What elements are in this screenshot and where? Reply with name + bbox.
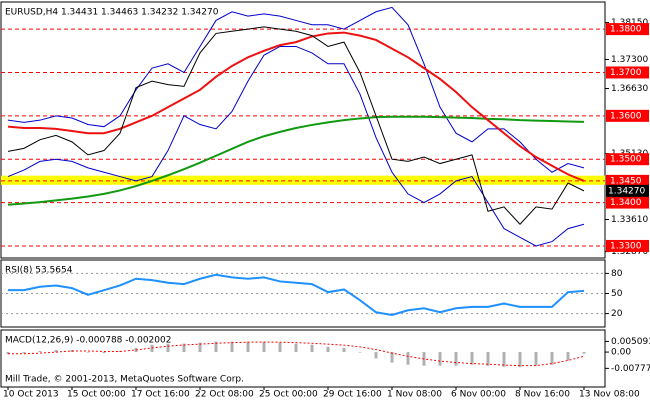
histogram-bar: [86, 352, 90, 353]
histogram-bar: [326, 346, 330, 353]
histogram-bar: [6, 352, 10, 355]
y-tick-label: 0.005093: [611, 337, 650, 347]
x-tick-label: 13 Nov 08:00: [579, 390, 640, 400]
series-line: [7, 45, 585, 247]
series-line: [7, 115, 585, 206]
y-tick-label: 1.38150: [611, 18, 648, 28]
series-line: [8, 341, 585, 367]
histogram-bar: [534, 352, 538, 366]
y-tick-label: -0.007773: [611, 364, 650, 374]
level-label-box: [606, 153, 649, 166]
panel-frame: [0, 1, 606, 259]
x-tick-label: 25 Oct 00:00: [259, 390, 318, 400]
histogram-bar: [214, 341, 218, 353]
histogram-bar: [22, 352, 26, 354]
panel-title: EURUSD,H4 1.34431 1.34463 1.34232 1.3427…: [5, 8, 219, 18]
histogram-bar: [470, 352, 474, 365]
panel-frame: [0, 329, 606, 388]
histogram-bar: [230, 341, 234, 353]
histogram-bar: [182, 343, 186, 353]
level-label-box: [606, 23, 649, 36]
histogram-bar: [358, 352, 362, 353]
histogram-bar: [262, 342, 266, 353]
panel-title: MACD(12,26,9) -0.000788 -0.002002: [5, 336, 171, 346]
histogram-bar: [550, 352, 554, 365]
level-label-box: [606, 196, 649, 209]
series-line: [7, 26, 585, 225]
series-line: [7, 31, 585, 182]
level-label: 1.3500: [610, 155, 642, 165]
level-label-box: [606, 174, 649, 187]
plot-area: [1, 6, 605, 247]
level-label: 1.3600: [610, 111, 642, 121]
x-tick-label: 22 Oct 08:00: [195, 390, 254, 400]
histogram-bar: [518, 352, 522, 368]
histogram-bar: [54, 349, 58, 353]
histogram-bar: [566, 352, 570, 361]
y-tick-label: 1.32870: [611, 247, 648, 257]
x-tick-label: 17 Oct 16:00: [131, 390, 190, 400]
histogram-bar: [198, 342, 202, 353]
y-tick-label: 1.33610: [611, 215, 648, 225]
level-label: 1.3450: [610, 176, 642, 186]
y-tick-label: 80: [611, 269, 623, 279]
level-label: 1.3800: [610, 25, 642, 35]
histogram-bar: [294, 343, 298, 353]
histogram-bar: [486, 352, 490, 366]
histogram-bar: [438, 352, 442, 366]
plot-area: [6, 341, 586, 368]
histogram-bar: [150, 344, 154, 353]
level-label: 1.3700: [610, 68, 642, 78]
histogram-bar: [166, 343, 170, 353]
panel-title: RSI(8) 53.5654: [5, 266, 73, 276]
histogram-bar: [454, 352, 458, 366]
series-line: [7, 6, 585, 173]
x-tick-label: 1 Nov 08:00: [387, 390, 442, 400]
histogram-bar: [246, 341, 250, 353]
y-tick-label: 20: [611, 309, 623, 319]
y-tick-label: 50: [611, 289, 623, 299]
histogram-bar: [406, 352, 410, 365]
histogram-bar: [342, 347, 346, 353]
current-price-box: [606, 184, 649, 197]
histogram-bar: [102, 352, 106, 354]
histogram-bar: [278, 342, 282, 353]
level-label-box: [606, 66, 649, 79]
y-tick-label: 1.37300: [611, 55, 648, 65]
histogram-bar: [374, 352, 378, 359]
histogram-bar: [38, 351, 42, 353]
series-line: [8, 273, 585, 316]
x-tick-label: 10 Oct 2013: [3, 390, 59, 400]
x-tick-label: 29 Oct 16:00: [323, 390, 382, 400]
zone: [1, 175, 605, 185]
histogram-bar: [582, 352, 586, 354]
current-price-label: 1.34270: [608, 186, 645, 196]
y-tick-label: 1.36630: [611, 84, 648, 94]
level-label-box: [606, 239, 649, 252]
x-tick-label: 6 Nov 00:00: [451, 390, 506, 400]
histogram-bar: [390, 352, 394, 363]
note: Mill Trade, © 2001-2013, MetaQuotes Soft…: [5, 375, 244, 385]
x-tick-label: 15 Oct 00:00: [67, 390, 126, 400]
histogram-bar: [310, 344, 314, 353]
level-label: 1.3400: [610, 198, 642, 208]
level-label: 1.3300: [610, 241, 642, 251]
y-tick-label: 0.00: [611, 348, 631, 358]
plot-area: [1, 272, 605, 316]
histogram-bar: [502, 352, 506, 367]
x-tick-label: 8 Nov 16:00: [515, 390, 570, 400]
level-label-box: [606, 109, 649, 122]
